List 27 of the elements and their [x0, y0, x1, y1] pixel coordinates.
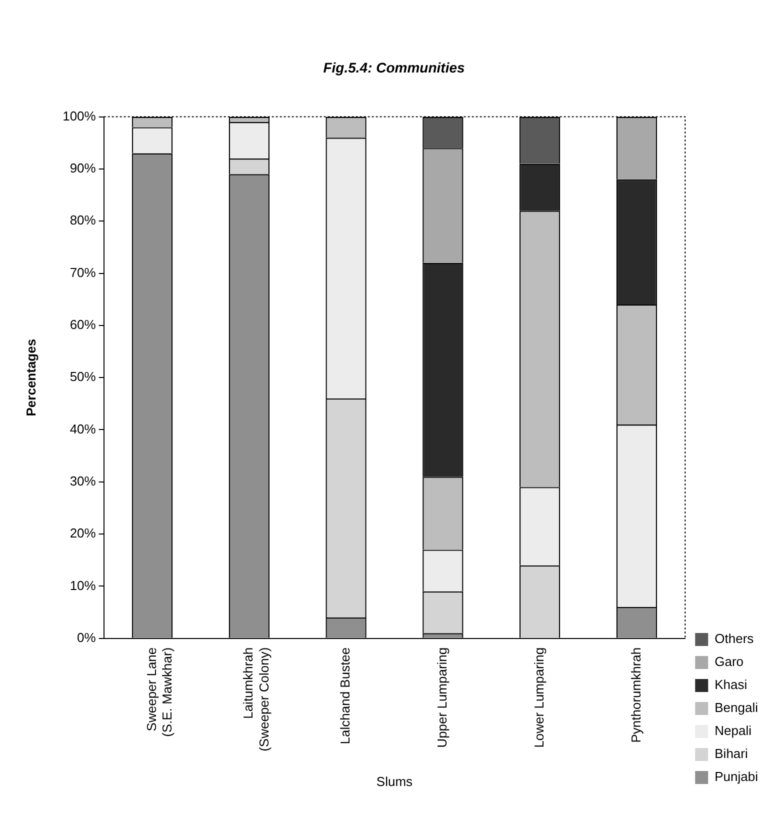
legend-label: Bengali	[714, 700, 758, 716]
legend-label: Punjabi	[714, 769, 758, 784]
y-tick-label: 70%	[70, 264, 96, 280]
legend-label: Others	[714, 631, 754, 646]
x-tick-label: Lalchand Bustee	[338, 647, 353, 744]
y-tick-label: 90%	[70, 160, 96, 176]
y-tick-label: 60%	[70, 317, 96, 332]
y-tick-label: 30%	[70, 473, 96, 488]
x-tick-label: Upper Lumparing	[434, 647, 450, 748]
x-tick-label: Sweeper Lane (S.E. Mawkhar)	[144, 647, 174, 737]
y-axis-title: Percentages	[23, 338, 38, 416]
y-tick-label: 100%	[62, 108, 96, 124]
x-tick-label: Laitumkhrah (Sweeper Colony)	[240, 647, 272, 752]
x-tick-label: Pynthorumkhrah	[628, 647, 644, 743]
x-axis-title: Slums	[376, 774, 414, 789]
y-tick-label: 0%	[77, 630, 96, 645]
legend-label: Nepali	[714, 723, 752, 738]
y-tick-label: 40%	[70, 421, 96, 436]
x-tick-label: Lower Lumparing	[531, 647, 546, 748]
legend-label: Bihari	[714, 746, 748, 762]
y-tick-label: 50%	[70, 369, 96, 384]
legend-label: Khasi	[714, 677, 748, 692]
y-tick-label: 20%	[70, 526, 96, 541]
y-tick-label: 10%	[70, 578, 96, 593]
chart-title: Fig.5.4: Communities	[323, 59, 465, 76]
legend-label: Garo	[714, 654, 744, 670]
y-tick-label: 80%	[70, 212, 96, 228]
